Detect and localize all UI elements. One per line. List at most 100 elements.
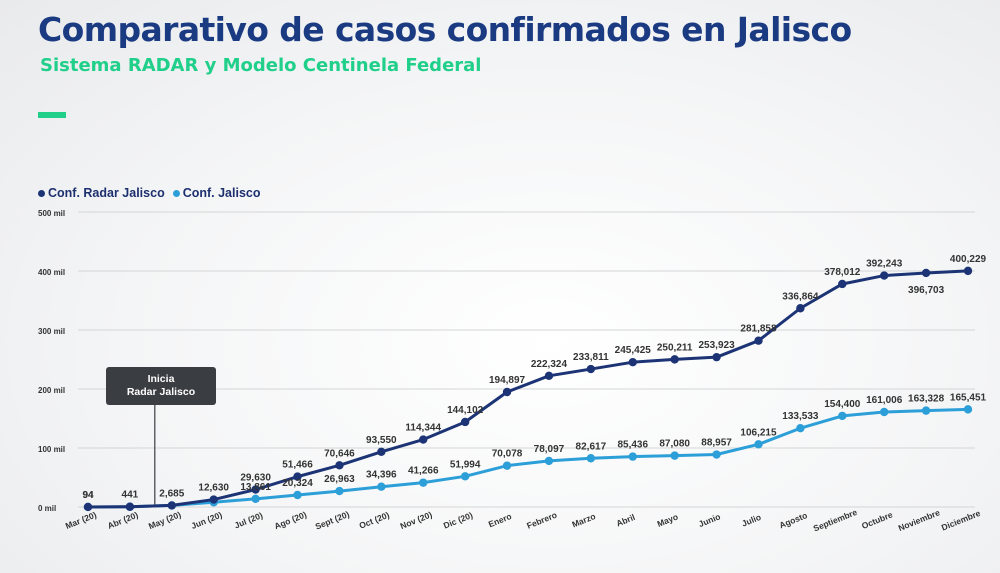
- data-point: [251, 494, 260, 504]
- x-tick-label: Mayo: [656, 512, 680, 529]
- data-label: 93,550: [366, 435, 397, 446]
- data-point: [754, 336, 763, 345]
- x-tick-label: Enero: [487, 511, 513, 529]
- y-tick-label: 500 mil: [38, 209, 65, 218]
- x-tick-label: Noviembre: [897, 507, 942, 533]
- data-label: 29,630: [240, 473, 271, 484]
- data-point: [921, 268, 931, 278]
- data-point: [838, 411, 847, 421]
- data-label: 161,006: [866, 395, 903, 406]
- data-label: 51,994: [450, 459, 481, 470]
- legend-dot-jalisco: [172, 189, 180, 197]
- legend-label-radar: Conf. Radar Jalisco: [48, 186, 165, 200]
- data-point: [879, 407, 889, 417]
- data-point: [419, 435, 428, 444]
- series-line-radar: [87, 269, 969, 509]
- data-label: 70,646: [324, 448, 355, 459]
- data-label: 194,897: [489, 375, 526, 386]
- data-label: 70,078: [492, 449, 523, 460]
- x-tick-label: May (20): [147, 509, 182, 531]
- data-label: 441: [122, 490, 139, 501]
- x-tick-label: Nov (20): [399, 509, 434, 531]
- x-tick-label: Abr (20): [106, 510, 140, 531]
- data-point: [586, 364, 596, 374]
- data-point: [460, 472, 470, 481]
- legend-item-jalisco: Conf. Jalisco: [172, 186, 261, 200]
- data-point: [125, 502, 135, 511]
- accent-bar: [38, 112, 66, 118]
- x-tick-label: Septiembre: [812, 507, 859, 534]
- data-label: 88,957: [701, 438, 732, 449]
- data-point: [293, 472, 302, 481]
- data-label: 133,533: [782, 411, 819, 422]
- data-point: [586, 454, 596, 463]
- x-tick-label: Jul (20): [233, 510, 264, 530]
- data-label: 114,344: [405, 423, 441, 434]
- data-label: 392,243: [866, 259, 903, 270]
- legend-label-jalisco: Conf. Jalisco: [182, 186, 261, 200]
- x-tick-label: Diciembre: [940, 508, 982, 533]
- data-label: 82,617: [576, 441, 607, 452]
- x-tick-label: Sept (20): [314, 509, 351, 532]
- chart-legend: Conf. Radar Jalisco Conf. Jalisco: [38, 186, 261, 200]
- data-point: [209, 495, 218, 504]
- x-tick-label: Marzo: [570, 511, 597, 529]
- data-point: [335, 486, 344, 496]
- data-point: [377, 447, 386, 457]
- data-label: 144,102: [447, 405, 484, 416]
- x-tick-label: Abril: [615, 512, 637, 529]
- x-tick-label: Jun (20): [190, 509, 224, 531]
- data-point: [544, 456, 554, 466]
- data-label: 336,864: [782, 291, 819, 302]
- data-label: 12,630: [198, 483, 229, 494]
- data-point: [628, 357, 637, 367]
- data-label: 165,451: [950, 392, 987, 403]
- data-label: 78,097: [534, 444, 565, 455]
- data-label: 87,080: [659, 439, 690, 450]
- data-point: [963, 405, 973, 414]
- data-label: 94: [82, 490, 94, 501]
- x-tick-label: Mar (20): [64, 509, 98, 531]
- callout-line-1: Inicia: [147, 373, 175, 385]
- data-label: 250,211: [657, 342, 693, 353]
- page-title: Comparativo de casos confirmados en Jali…: [38, 10, 852, 49]
- data-point: [335, 461, 344, 470]
- data-point: [921, 406, 931, 415]
- data-point: [670, 355, 679, 364]
- data-point: [879, 271, 889, 280]
- data-label: 281,858: [740, 324, 777, 335]
- data-label: 94: [82, 490, 94, 501]
- y-tick-label: 100 mil: [38, 445, 65, 454]
- data-label: 245,425: [615, 345, 652, 356]
- callout-line-2: Radar Jalisco: [126, 386, 196, 398]
- x-tick-label: Octubre: [860, 509, 894, 531]
- data-label: 253,923: [698, 340, 735, 351]
- radar-start-callout: Inicia Radar Jalisco: [106, 367, 216, 405]
- data-label: 163,328: [908, 394, 945, 405]
- data-label: 34,396: [366, 470, 397, 481]
- x-tick-label: Agosto: [778, 510, 809, 530]
- data-point: [544, 371, 554, 381]
- data-point: [502, 387, 512, 397]
- data-point: [502, 461, 512, 470]
- data-label: 85,436: [617, 440, 648, 451]
- y-tick-label: 0 mil: [38, 504, 56, 513]
- data-point: [712, 450, 721, 459]
- data-point: [167, 501, 177, 510]
- y-tick-label: 400 mil: [38, 268, 65, 277]
- data-label: 20,324: [282, 478, 313, 489]
- data-label: 400,229: [950, 254, 987, 265]
- data-label: 154,400: [824, 399, 861, 410]
- data-label: 106,215: [740, 427, 777, 438]
- data-point: [712, 352, 721, 362]
- data-point: [754, 440, 763, 449]
- data-point: [963, 266, 973, 276]
- data-label: 378,012: [824, 267, 861, 278]
- data-point: [838, 279, 847, 289]
- data-point: [670, 451, 679, 460]
- data-point: [796, 304, 805, 313]
- series-line-jalisco: [87, 407, 969, 509]
- data-point: [628, 452, 637, 461]
- x-tick-label: Ago (20): [273, 509, 308, 531]
